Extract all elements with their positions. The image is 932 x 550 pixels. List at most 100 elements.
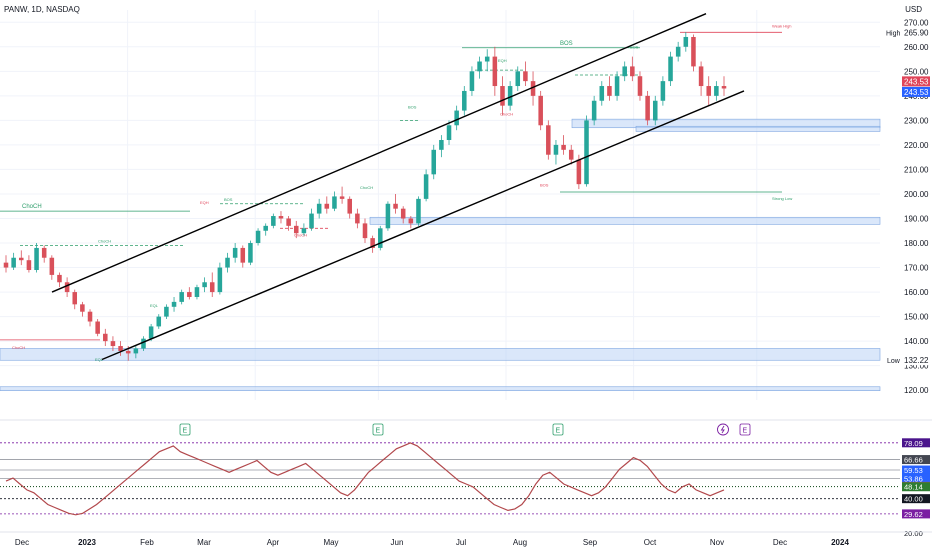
candlestick-series — [3, 32, 727, 361]
candle-body — [378, 228, 383, 248]
price-tick-label: 120.00 — [904, 386, 929, 395]
candle-body — [553, 144, 559, 155]
price-tick-label: 150.00 — [904, 313, 929, 322]
time-tick-label: Jun — [391, 538, 404, 547]
candle-body — [599, 86, 605, 101]
candle-body — [469, 71, 475, 91]
candle-body — [362, 223, 368, 239]
earnings-marker — [179, 423, 191, 436]
choch-label-red: ChoCH — [500, 111, 513, 116]
last-price-red: 243.53 — [904, 77, 929, 86]
candle-body — [148, 326, 154, 339]
candle-body — [500, 86, 505, 106]
last-price-red-bg — [902, 76, 930, 87]
candle-body — [668, 56, 673, 82]
time-tick-label: Dec — [15, 538, 29, 547]
high-price: 265.90 — [904, 28, 929, 37]
price-axis[interactable]: 120.00 130.00 140.00 150.00 160.00 170.00 180.… — [886, 18, 930, 395]
candle-body — [133, 348, 139, 354]
candle-body — [209, 282, 215, 293]
candle-body — [103, 333, 108, 342]
time-tick-label: Nov — [710, 538, 724, 547]
bos-label: BOS — [560, 41, 573, 47]
trend-channel[interactable] — [51, 13, 745, 361]
currency-label: USD — [905, 5, 922, 14]
low-price: 132.22 — [904, 356, 929, 365]
last-price-blue: 243.53 — [904, 88, 929, 97]
time-tick-label: Feb — [140, 538, 154, 547]
dividend-marker-icon — [717, 423, 729, 436]
time-tick-label: 2023 — [78, 538, 96, 547]
candle-body — [156, 316, 162, 327]
eql-label: EQL — [95, 357, 104, 362]
candle-body — [194, 287, 200, 297]
earnings-marker-label: E — [743, 428, 748, 435]
candle-body — [630, 66, 635, 77]
price-tick-label: 200.00 — [904, 190, 929, 199]
candle-body — [561, 144, 566, 150]
candle-body — [637, 76, 643, 96]
price-tick-label: 160.00 — [904, 288, 929, 297]
candle-body — [568, 149, 574, 160]
candle-body — [64, 282, 70, 293]
candle-body — [324, 203, 330, 209]
candle-body — [431, 149, 437, 175]
candle-body — [332, 196, 337, 209]
candle-body — [80, 304, 85, 312]
candle-body — [416, 198, 421, 224]
low-price-bg — [902, 355, 930, 366]
rsi-level-bg — [902, 482, 930, 492]
strong-low-label: Strong Low — [772, 196, 792, 201]
candle-body — [400, 208, 406, 219]
time-tick-label: Dec — [773, 538, 787, 547]
earnings-marker-label: E — [556, 428, 561, 435]
rsi-level-label: 53.86 — [904, 474, 923, 483]
rsi-level-label: 66.66 — [904, 456, 923, 465]
candle-body — [263, 225, 268, 231]
choch-bear-label: ChoCH — [12, 345, 25, 350]
candle-body — [355, 213, 360, 224]
candle-body — [286, 218, 291, 226]
candle-body — [232, 247, 238, 258]
candle-body — [584, 120, 589, 185]
candle-body — [538, 95, 543, 126]
rsi-level-label: 59.53 — [904, 466, 923, 475]
rsi-level-bg — [902, 473, 930, 483]
time-tick-label: Sep — [583, 538, 598, 547]
candle-body — [72, 292, 78, 305]
bos-label-small: BOS — [408, 104, 417, 109]
candle-body — [462, 90, 467, 111]
candle-body — [240, 247, 246, 263]
choch-label: ChoCH — [22, 204, 42, 210]
candle-body — [34, 247, 39, 270]
time-tick-label: Apr — [267, 538, 280, 547]
demand-zone — [635, 125, 881, 132]
high-price-bg — [902, 27, 930, 38]
candle-body — [118, 346, 123, 351]
candle-body — [26, 260, 32, 270]
price-tick-label: 130.00 — [904, 362, 929, 371]
candle-body — [3, 262, 9, 268]
candle-body — [278, 216, 284, 219]
symbol-header: PANW, 1D, NASDAQ — [4, 5, 80, 14]
earnings-marker-label: E — [183, 428, 188, 435]
candle-body — [446, 125, 452, 140]
candle-body — [87, 311, 93, 322]
high-label: High — [886, 30, 901, 37]
channel-upper-line — [51, 13, 707, 293]
time-tick-label: Mar — [197, 538, 211, 547]
earnings-marker — [372, 423, 384, 436]
time-tick-label: Jul — [456, 538, 466, 547]
candle-body — [125, 350, 131, 354]
price-tick-label: 140.00 — [904, 337, 929, 346]
price-tick-label: 170.00 — [904, 264, 929, 273]
bos-label-small: BOS — [224, 197, 233, 202]
time-axis[interactable]: Dec 2023 Feb Mar Apr May Jun Jul Aug Sep Oct Nov Dec… — [0, 531, 932, 547]
candle-body — [645, 95, 650, 121]
candle-body — [530, 81, 536, 96]
price-tick-label: 270.00 — [904, 18, 929, 27]
candle-body — [217, 267, 223, 293]
candle-body — [179, 292, 184, 302]
candle-body — [301, 228, 307, 234]
